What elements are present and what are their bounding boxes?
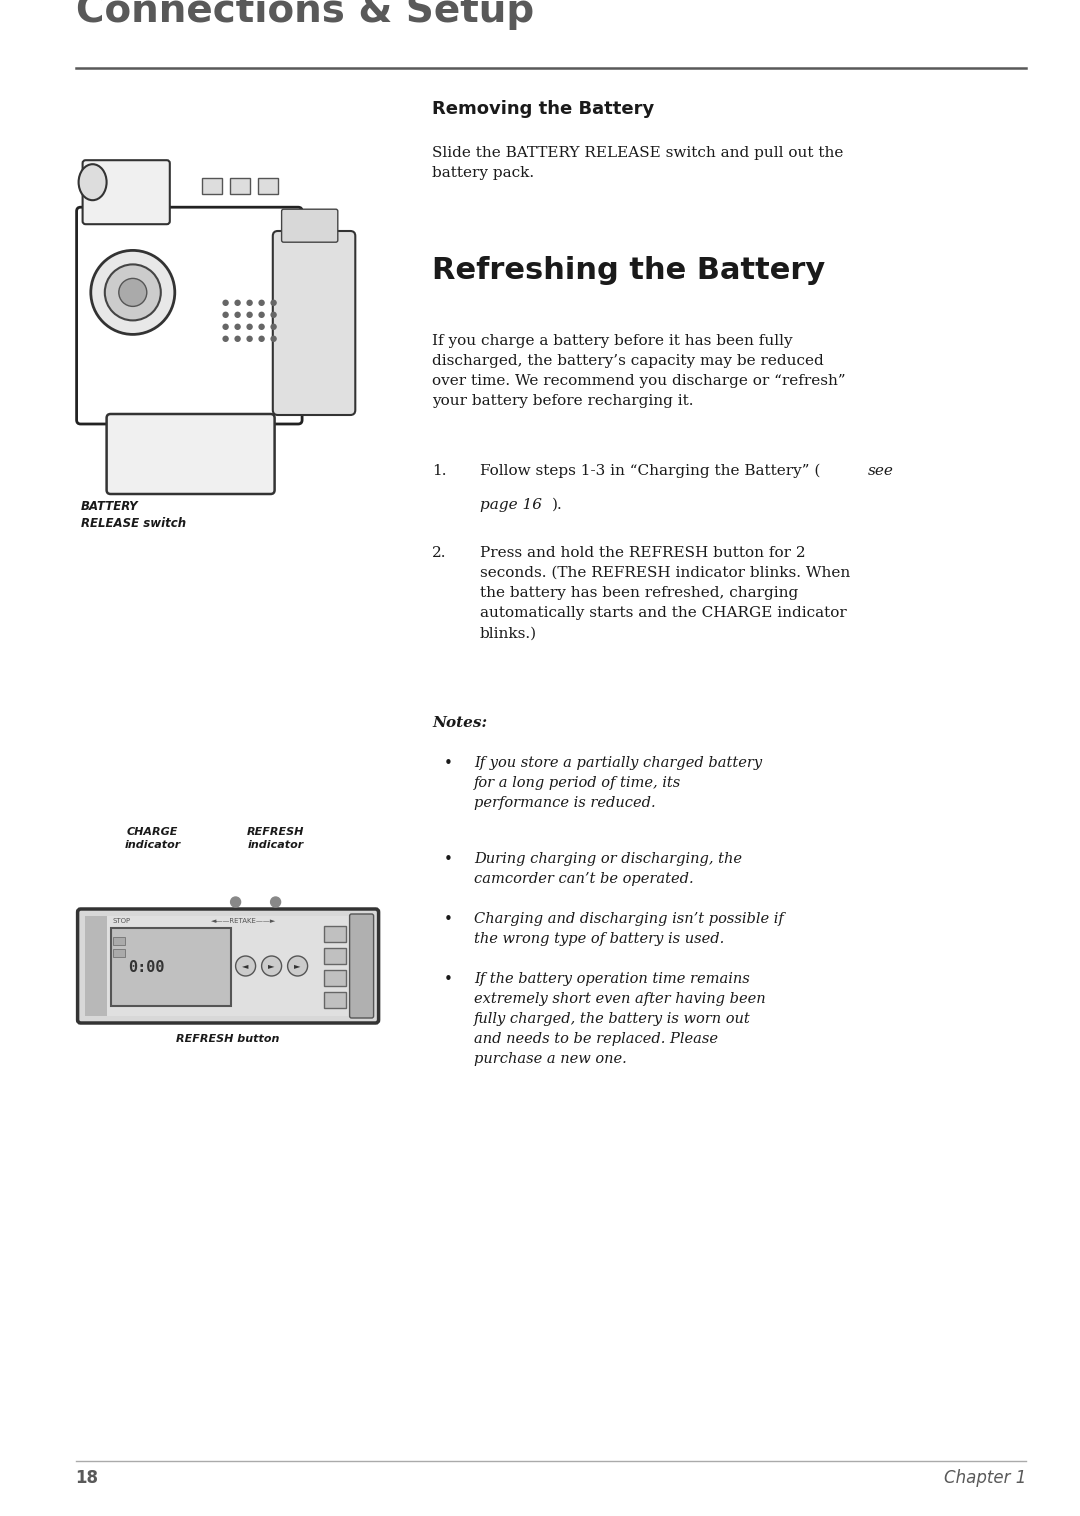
Bar <box>258 177 279 194</box>
Circle shape <box>105 264 161 320</box>
FancyBboxPatch shape <box>350 914 374 1019</box>
Text: 1.: 1. <box>432 464 446 478</box>
Text: Connections & Setup: Connections & Setup <box>76 0 534 30</box>
Text: 0:00: 0:00 <box>129 960 165 975</box>
Circle shape <box>91 250 175 335</box>
Circle shape <box>235 312 240 317</box>
Ellipse shape <box>79 164 107 200</box>
FancyBboxPatch shape <box>282 209 338 243</box>
Circle shape <box>224 324 228 329</box>
Text: see: see <box>868 464 894 478</box>
FancyBboxPatch shape <box>107 414 274 494</box>
FancyBboxPatch shape <box>84 916 372 1016</box>
Text: page 16: page 16 <box>480 497 542 512</box>
Text: CHARGE
indicator: CHARGE indicator <box>124 826 180 850</box>
Circle shape <box>259 300 265 305</box>
Text: BATTERY
RELEASE switch: BATTERY RELEASE switch <box>81 500 186 531</box>
Circle shape <box>271 324 276 329</box>
Text: ◄: ◄ <box>242 961 248 970</box>
Circle shape <box>259 312 265 317</box>
Text: Slide the BATTERY RELEASE switch and pull out the
battery pack.: Slide the BATTERY RELEASE switch and pul… <box>432 146 843 180</box>
Text: ►: ► <box>295 961 301 970</box>
FancyBboxPatch shape <box>273 230 355 415</box>
Text: During charging or discharging, the
camcorder can’t be operated.: During charging or discharging, the camc… <box>474 852 742 885</box>
FancyBboxPatch shape <box>84 916 107 1016</box>
Text: Chapter 1: Chapter 1 <box>944 1469 1026 1487</box>
Circle shape <box>247 300 252 305</box>
Text: •: • <box>444 972 453 987</box>
FancyBboxPatch shape <box>110 928 231 1007</box>
FancyBboxPatch shape <box>78 910 379 1023</box>
Text: ).: ). <box>552 497 563 512</box>
Circle shape <box>271 897 281 907</box>
Text: ►: ► <box>268 961 274 970</box>
Circle shape <box>287 957 308 976</box>
Circle shape <box>235 324 240 329</box>
Text: Notes:: Notes: <box>432 716 487 731</box>
Circle shape <box>235 957 256 976</box>
Circle shape <box>247 312 252 317</box>
Text: Press and hold the REFRESH button for 2
seconds. (The REFRESH indicator blinks. : Press and hold the REFRESH button for 2 … <box>480 546 850 640</box>
Bar <box>112 937 124 944</box>
Circle shape <box>231 897 241 907</box>
Circle shape <box>271 312 276 317</box>
Text: •: • <box>444 756 453 772</box>
Bar <box>230 177 251 194</box>
Text: If you charge a battery before it has been fully
discharged, the battery’s capac: If you charge a battery before it has be… <box>432 334 846 408</box>
Text: 18: 18 <box>76 1469 98 1487</box>
Text: •: • <box>444 913 453 926</box>
Circle shape <box>247 337 252 341</box>
Bar <box>324 970 346 985</box>
Bar <box>324 948 346 964</box>
Bar <box>324 926 346 941</box>
Text: Removing the Battery: Removing the Battery <box>432 100 654 118</box>
Circle shape <box>224 312 228 317</box>
Text: Refreshing the Battery: Refreshing the Battery <box>432 256 825 285</box>
Text: •: • <box>444 852 453 867</box>
Circle shape <box>119 279 147 306</box>
FancyBboxPatch shape <box>82 161 170 224</box>
Circle shape <box>259 324 265 329</box>
Circle shape <box>271 337 276 341</box>
Circle shape <box>247 324 252 329</box>
Text: ◄——RETAKE——►: ◄——RETAKE——► <box>211 919 275 923</box>
Circle shape <box>224 337 228 341</box>
Circle shape <box>235 300 240 305</box>
Circle shape <box>224 300 228 305</box>
Text: STOP: STOP <box>112 919 131 923</box>
Circle shape <box>235 337 240 341</box>
Text: 2.: 2. <box>432 546 446 559</box>
Circle shape <box>261 957 282 976</box>
Text: If you store a partially charged battery
for a long period of time, its
performa: If you store a partially charged battery… <box>474 756 762 810</box>
Text: REFRESH
indicator: REFRESH indicator <box>247 826 305 850</box>
Text: If the battery operation time remains
extremely short even after having been
ful: If the battery operation time remains ex… <box>474 972 766 1066</box>
Circle shape <box>259 337 265 341</box>
Bar <box>202 177 222 194</box>
FancyBboxPatch shape <box>77 208 302 424</box>
Text: Follow steps 1-3 in “Charging the Battery” (: Follow steps 1-3 in “Charging the Batter… <box>480 464 821 479</box>
Circle shape <box>271 300 276 305</box>
Text: Charging and discharging isn’t possible if
the wrong type of battery is used.: Charging and discharging isn’t possible … <box>474 913 784 946</box>
Bar <box>112 949 124 957</box>
Bar <box>324 991 346 1008</box>
Text: REFRESH button: REFRESH button <box>176 1034 280 1045</box>
